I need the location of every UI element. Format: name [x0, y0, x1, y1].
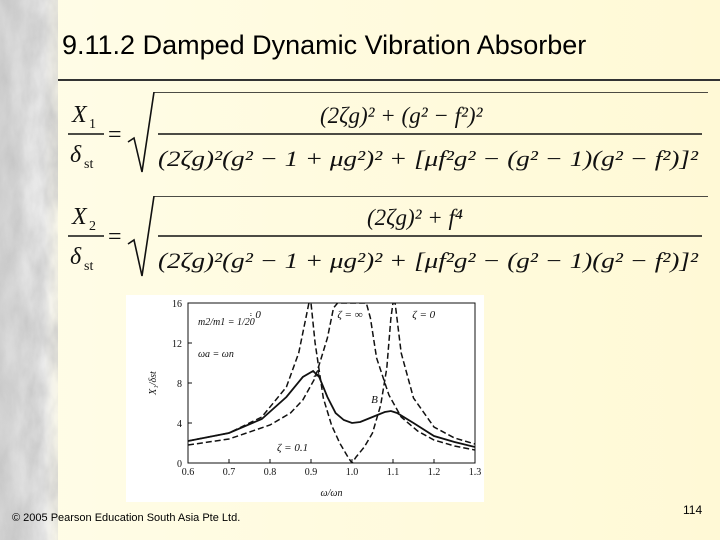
eq1-lhs-numerator-subscript: 1 — [89, 117, 96, 132]
x-tick-label: 0.9 — [305, 467, 318, 478]
eq2-lhs-denominator-subscript: st — [84, 259, 93, 274]
series-line — [188, 369, 475, 448]
y-tick-label: 16 — [172, 299, 182, 310]
x-tick-label: 0.6 — [182, 467, 195, 478]
parameter-frequency-tuning: ωa = ωn — [198, 349, 234, 360]
chart-annotation: ζ = 0 — [412, 309, 435, 321]
y-axis-label: X₁/δst — [148, 371, 159, 396]
x-tick-label: 1.3 — [469, 467, 482, 478]
x-tick-label: 0.7 — [223, 467, 236, 478]
marble-texture-strip — [0, 0, 58, 540]
series-line — [188, 303, 475, 451]
chart-annotation: A — [313, 368, 321, 380]
title-divider — [58, 79, 720, 81]
eq1-lhs-denominator: δ — [70, 142, 82, 168]
eq1-lhs-numerator: X — [71, 102, 88, 128]
chart-annotation: ζ = 0.1 — [277, 442, 308, 454]
series-line — [188, 303, 475, 463]
slide-title: 9.11.2 Damped Dynamic Vibration Absorber — [62, 30, 587, 60]
y-tick-label: 4 — [177, 419, 182, 430]
y-tick-label: 0 — [177, 459, 182, 470]
parameter-box-bg — [194, 306, 250, 366]
eq2-lhs-denominator: δ — [70, 244, 82, 270]
x-tick-label: 1.2 — [428, 467, 441, 478]
x-tick-label: 0.8 — [264, 467, 277, 478]
x-axis-label: ω/ωn — [321, 488, 343, 499]
x-tick-label: 1.0 — [346, 467, 359, 478]
response-chart-svg: 0.6 0.7 0.8 0.9 1.0 1.1 1.2 1.3 0 4 8 12 16 A Bζ = 0.… — [148, 299, 482, 499]
eq2-denominator: (2ζg)²(g² − 1 + μg²)² + [μf²g² − (g² − 1… — [158, 248, 698, 273]
page-number: 114 — [683, 503, 703, 517]
eq2-lhs-numerator: X — [71, 204, 88, 230]
eq2-numerator: (2ζg)² + f⁴ — [367, 205, 463, 230]
eq1-radical-sign — [127, 91, 708, 173]
y-tick-label: 12 — [172, 339, 182, 350]
eq2-radical-sign — [127, 195, 708, 277]
equation-x1: X 1 δ st = (2ζg)² + (g² − f²)² (2ζg)²(g²… — [62, 91, 710, 180]
eq2-equals-sign: = — [108, 224, 122, 250]
chart-annotation: ζ = ∞ — [337, 309, 362, 321]
y-tick-label: 8 — [177, 379, 182, 390]
eq1-equals-sign: = — [108, 122, 122, 148]
chart-annotation: B — [371, 394, 378, 406]
eq1-denominator: (2ζg)²(g² − 1 + μg²)² + [μf²g² − (g² − 1… — [158, 146, 698, 171]
eq1-lhs-denominator-subscript: st — [84, 157, 93, 172]
eq2-lhs-numerator-subscript: 2 — [89, 219, 96, 234]
parameter-mass-ratio: m2/m1 = 1/20 — [198, 317, 255, 328]
eq1-numerator: (2ζg)² + (g² − f²)² — [320, 103, 484, 128]
x-tick-label: 1.1 — [387, 467, 400, 478]
equation-x2: X 2 δ st = (2ζg)² + f⁴ (2ζg)²(g² − 1 + μ… — [62, 195, 710, 284]
copyright-footer: © 2005 Pearson Education South Asia Pte … — [12, 512, 241, 524]
